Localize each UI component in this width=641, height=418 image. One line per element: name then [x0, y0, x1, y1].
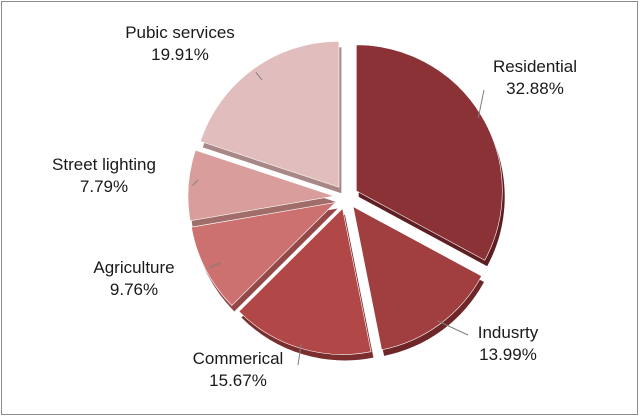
slice-label: Indusrty	[478, 323, 539, 342]
pie-slice	[356, 44, 503, 261]
slice-value-label: 32.88%	[506, 79, 564, 98]
leader-line	[255, 71, 263, 81]
slice-value-label: 7.79%	[80, 177, 128, 196]
leader-line	[437, 320, 469, 336]
pie-slice	[238, 207, 372, 355]
leader-line	[192, 179, 199, 186]
slice-label: Residential	[493, 57, 577, 76]
slice-value-label: 15.67%	[209, 371, 267, 390]
slice-value-label: 19.91%	[151, 45, 209, 64]
slice-value-label: 13.99%	[479, 345, 537, 364]
leader-line	[477, 89, 485, 119]
slice-label: Commerical	[193, 349, 284, 368]
slice-label: Street lighting	[52, 155, 156, 174]
slice-value-label: 9.76%	[110, 280, 158, 299]
leader-line	[297, 344, 302, 366]
pie-slice	[199, 40, 340, 188]
pie-slice	[352, 206, 483, 351]
pie-slice	[187, 149, 335, 222]
slice-label: Pubic services	[125, 23, 235, 42]
slice-label: Agriculture	[93, 258, 174, 277]
pie-slice	[191, 202, 337, 306]
leader-line	[208, 262, 221, 269]
